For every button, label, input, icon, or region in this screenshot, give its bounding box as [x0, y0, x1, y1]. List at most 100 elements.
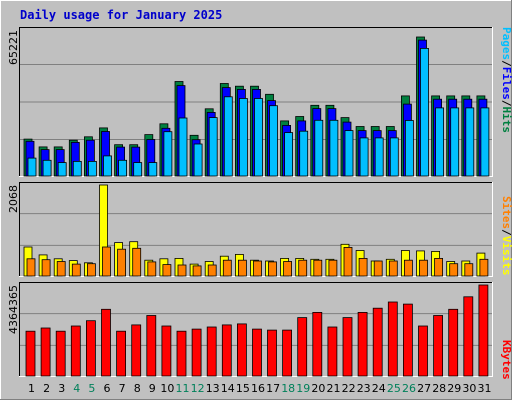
bar-kbytes-day-8	[131, 324, 142, 377]
bar-kbytes-day-17	[267, 329, 277, 377]
x-tick-label-day-17: 17	[266, 382, 280, 395]
bar-kbytes-day-21	[327, 326, 338, 377]
bar-pages-day-9	[148, 162, 158, 177]
x-tick-label-day-27: 27	[417, 382, 431, 395]
bar-sites-day-23	[358, 257, 368, 277]
x-tick-label-day-25: 25	[387, 382, 401, 395]
x-tick-label-day-28: 28	[432, 382, 446, 395]
x-tick-label-day-31: 31	[478, 382, 492, 395]
bar-sites-day-30	[464, 263, 474, 277]
label-sites: Sites	[500, 196, 512, 229]
x-tick-label-day-8: 8	[134, 382, 141, 395]
bar-pages-day-4	[72, 160, 82, 177]
x-tick-label-day-24: 24	[372, 382, 386, 395]
bar-pages-day-2	[42, 159, 52, 177]
bar-pages-day-17	[269, 105, 278, 177]
bar-pages-day-18	[284, 132, 294, 177]
bar-sites-day-29	[449, 263, 459, 277]
bar-pages-day-25	[389, 137, 399, 177]
bar-kbytes-day-11	[176, 330, 187, 377]
bar-kbytes-day-14	[221, 324, 232, 377]
bar-kbytes-day-4	[70, 325, 81, 377]
y-axis-max-label: 2068	[7, 185, 20, 213]
label-separator: /	[500, 229, 512, 236]
bar-sites-day-21	[328, 259, 338, 277]
bar-kbytes-day-16	[252, 328, 262, 377]
x-tick-label-day-3: 3	[58, 382, 65, 395]
y-axis-max-label: 65221	[7, 30, 20, 65]
x-tick-label-day-20: 20	[311, 382, 325, 395]
bar-kbytes-day-15	[236, 323, 247, 377]
bar-pages-day-31	[480, 107, 490, 177]
bar-sites-day-20	[313, 259, 323, 277]
chart-panels: 65221 2068 4364365	[7, 27, 493, 377]
chart-title: Daily usage for January 2025	[20, 8, 222, 22]
bar-sites-day-3	[56, 261, 66, 277]
bar-pages-day-24	[374, 137, 384, 177]
bar-pages-day-26	[404, 120, 414, 177]
bar-sites-day-27	[419, 259, 428, 277]
bar-pages-day-6	[103, 155, 112, 177]
bar-sites-day-25	[388, 260, 398, 277]
bar-sites-day-6	[102, 246, 111, 277]
bar-kbytes-day-6	[101, 308, 111, 377]
bar-kbytes-day-31	[478, 284, 489, 377]
bar-pages-day-5	[88, 160, 97, 177]
bar-sites-day-26	[403, 259, 413, 277]
bar-pages-day-14	[223, 96, 233, 177]
x-tick-label-day-16: 16	[251, 382, 265, 395]
x-tick-label-day-15: 15	[236, 382, 250, 395]
bar-sites-day-4	[71, 263, 81, 277]
bar-sites-day-11	[177, 264, 187, 277]
bar-sites-day-9	[147, 261, 157, 277]
panel-hits-files-pages: 65221	[7, 27, 493, 177]
right-axis-label-2: KBytes	[500, 340, 512, 380]
panel-kbytes: 4364365	[7, 282, 493, 377]
bar-pages-day-13	[208, 117, 218, 177]
label-kbytes: KBytes	[500, 340, 512, 380]
bar-kbytes-day-29	[448, 308, 459, 377]
x-tick-label-day-4: 4	[73, 382, 80, 395]
x-tick-label-day-30: 30	[462, 382, 476, 395]
right-axis-label-1: Sites/Visits	[500, 196, 512, 276]
bar-kbytes-day-20	[312, 311, 323, 377]
label-files: Files	[500, 67, 512, 100]
bar-sites-day-31	[479, 258, 489, 277]
bar-sites-day-5	[87, 263, 96, 277]
label-pages: Pages	[500, 27, 512, 60]
bar-sites-day-1	[26, 258, 36, 277]
bar-kbytes-day-27	[418, 325, 428, 377]
x-tick-label-day-19: 19	[296, 382, 310, 395]
bar-pages-day-1	[27, 157, 37, 177]
bar-kbytes-day-12	[191, 328, 202, 377]
bar-sites-day-13	[207, 264, 217, 277]
bar-kbytes-day-24	[372, 307, 383, 377]
bar-kbytes-day-9	[146, 315, 157, 377]
x-tick-label-day-22: 22	[342, 382, 356, 395]
x-tick-label-day-26: 26	[402, 382, 416, 395]
bar-pages-day-23	[359, 137, 369, 177]
x-tick-label-day-6: 6	[104, 382, 111, 395]
x-tick-label-day-12: 12	[191, 382, 205, 395]
bar-pages-day-29	[450, 107, 460, 177]
bar-sites-day-28	[434, 257, 444, 277]
x-tick-label-day-13: 13	[206, 382, 220, 395]
bar-pages-day-27	[420, 48, 429, 177]
bar-kbytes-day-25	[387, 301, 398, 377]
label-separator: /	[500, 60, 512, 67]
bar-kbytes-day-5	[86, 320, 96, 377]
label-separator: /	[500, 100, 512, 107]
label-visits: Visits	[500, 236, 512, 276]
bar-kbytes-day-1	[25, 330, 36, 377]
bar-pages-day-8	[133, 162, 143, 177]
bar-sites-day-14	[222, 259, 232, 277]
bar-sites-day-22	[343, 246, 353, 277]
bar-pages-day-11	[178, 117, 188, 177]
right-axis-label-0: Pages/Files/Hits	[500, 27, 512, 133]
bar-sites-day-24	[373, 260, 383, 277]
bar-sites-day-16	[253, 260, 262, 277]
bar-kbytes-day-13	[206, 326, 217, 377]
bar-pages-day-19	[299, 130, 309, 177]
